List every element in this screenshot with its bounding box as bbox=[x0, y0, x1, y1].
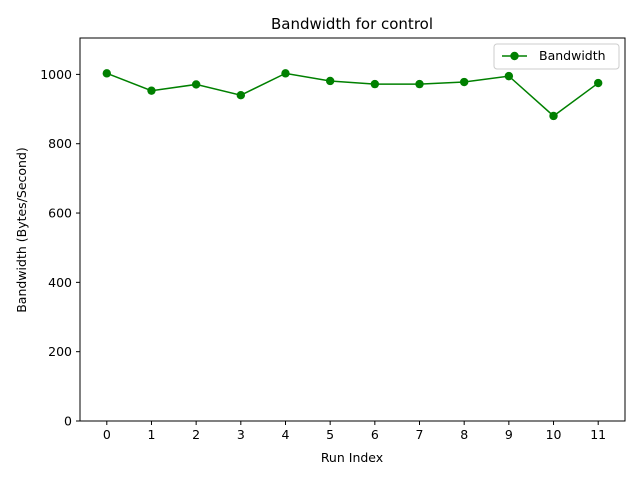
y-tick-label: 600 bbox=[48, 206, 72, 221]
x-tick-label: 1 bbox=[147, 427, 155, 442]
data-point bbox=[370, 79, 380, 89]
data-point bbox=[459, 77, 469, 87]
axes-frame bbox=[79, 37, 626, 422]
data-point bbox=[236, 90, 246, 100]
series-line-bandwidth bbox=[106, 72, 599, 117]
data-point bbox=[281, 69, 290, 78]
x-axis: 0 1 2 3 4 5 6 7 8 9 10 11 bbox=[103, 421, 606, 442]
legend: Bandwidth bbox=[493, 43, 620, 70]
data-point bbox=[147, 86, 156, 95]
y-axis-label: Bandwidth (Bytes/Second) bbox=[14, 147, 29, 313]
chart-title: Bandwidth for control bbox=[271, 15, 433, 33]
x-tick-label: 2 bbox=[192, 427, 200, 442]
x-tick-label: 4 bbox=[282, 427, 290, 442]
data-point bbox=[191, 80, 201, 89]
x-tick-label: 10 bbox=[546, 427, 562, 442]
y-tick-label: 1000 bbox=[40, 67, 72, 82]
data-point bbox=[325, 76, 335, 86]
data-point bbox=[549, 111, 558, 121]
y-tick-label: 0 bbox=[64, 414, 72, 429]
y-tick-label: 800 bbox=[48, 136, 72, 151]
legend-entry-bandwidth: Bandwidth bbox=[539, 48, 606, 63]
legend-box bbox=[493, 43, 620, 70]
y-axis: 0 200 400 600 800 1000 bbox=[40, 67, 80, 429]
data-point bbox=[504, 71, 514, 81]
data-point bbox=[593, 78, 603, 88]
x-tick-label: 7 bbox=[416, 427, 424, 442]
x-tick-label: 11 bbox=[590, 427, 606, 442]
x-tick-label: 5 bbox=[326, 427, 334, 442]
x-tick-label: 6 bbox=[371, 427, 379, 442]
x-tick-label: 9 bbox=[505, 427, 513, 442]
y-tick-label: 200 bbox=[48, 344, 72, 359]
x-tick-label: 0 bbox=[103, 427, 111, 442]
legend-marker-swatch bbox=[510, 51, 519, 61]
x-tick-label: 8 bbox=[460, 427, 468, 442]
data-point bbox=[415, 79, 424, 89]
x-tick-label: 3 bbox=[237, 427, 245, 442]
series-layer bbox=[102, 69, 603, 121]
y-tick-label: 400 bbox=[48, 275, 72, 290]
x-axis-label: Run Index bbox=[321, 450, 383, 465]
data-point bbox=[102, 69, 112, 78]
